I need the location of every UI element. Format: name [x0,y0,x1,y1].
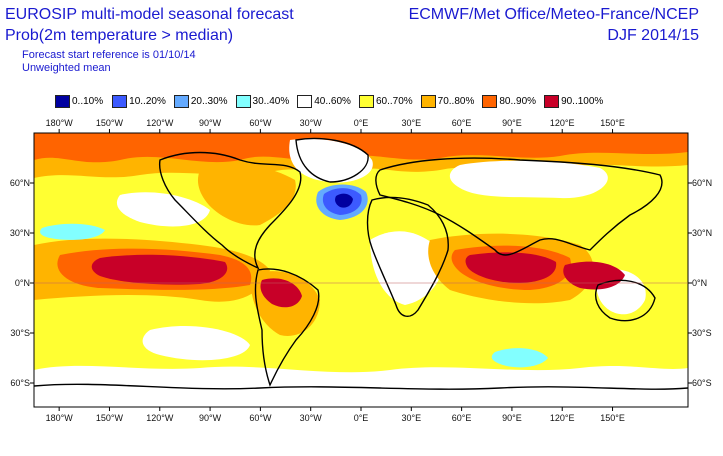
lon-label-top: 30°E [401,118,421,128]
lon-label-top: 60°E [452,118,472,128]
coast-eurasia [375,157,663,256]
map-ticks: 180°W 180°W 150°W 150°W 120°W 120°W 90°W 90°W 60… [10,118,712,423]
field-north-atlantic-0-10 [335,193,353,208]
lat-label-right: 60°N [692,178,712,188]
chart-variable: Prob(2m temperature > median) [5,27,234,44]
coast-north-america [158,151,302,270]
lon-label-bottom: 150°E [600,413,625,423]
lon-label-bottom: 120°W [146,413,174,423]
lon-label-top: 150°E [600,118,625,128]
legend-item-80-90: 80..90% [482,94,536,108]
field-amazon-90-100 [260,278,302,308]
legend-label: 90..100% [561,95,604,107]
lon-label-bottom: 90°W [199,413,222,423]
legend-label: 70..80% [437,95,475,107]
lon-label-top: 120°E [550,118,575,128]
coast-australia [594,279,656,322]
lon-label-bottom: 90°E [502,413,522,423]
legend-swatch [55,94,70,108]
field-southern-ocean-40-60 [34,365,688,407]
probability-legend: 0..10% 10..20% 20..30% 30..40% 40..60% 6… [55,94,603,108]
field-north-pacific-30-40 [40,223,105,240]
lon-label-bottom: 60°W [249,413,272,423]
lon-label-top: 90°W [199,118,222,128]
lon-label-top: 90°E [502,118,522,128]
legend-item-20-30: 20..30% [173,94,228,108]
legend-swatch [420,94,436,108]
lon-label-bottom: 180°W [46,413,74,423]
legend-item-40-60: 40..60% [297,94,351,108]
legend-swatch [235,94,251,108]
legend-label: 10..20% [129,95,166,107]
season-period: DJF 2014/15 [607,27,699,44]
lon-label-top: 0°E [354,118,369,128]
source-centres: ECMWF/Met Office/Meteo-France/NCEP [408,6,699,23]
legend-item-70-80: 70..80% [420,94,475,108]
legend-swatch [358,94,374,108]
field-north-america-70-80 [197,164,296,226]
field-arctic-80-90 [34,133,688,163]
legend-swatch [482,94,498,108]
lon-label-bottom: 60°E [452,413,472,423]
field-siberia-40-60 [449,160,608,199]
lon-label-bottom: 30°W [300,413,323,423]
legend-label: 0..10% [72,95,104,107]
legend-swatch [112,94,128,108]
lon-label-bottom: 0°E [354,413,369,423]
lon-label-bottom: 30°E [401,413,421,423]
field-north-pacific-40-60 [116,192,210,227]
legend-label: 60..70% [375,95,413,107]
coast-antarctica [34,383,688,390]
legend-item-90-100: 90..100% [544,94,603,108]
legend-swatch [544,94,560,108]
legend-label: 20..30% [190,95,228,107]
legend-label: 40..60% [314,95,351,107]
field-south-pacific-40-60 [142,325,250,361]
field-maritime-continent-90-100 [563,261,625,290]
coastlines [34,137,688,390]
lat-label-right: 0°N [692,278,707,288]
legend-item-30-40: 30..40% [235,94,290,108]
forecast-start-note: Forecast start reference is 01/10/14 [22,49,196,61]
lat-label-right: 60°S [692,378,712,388]
chart-title: EUROSIP multi-model seasonal forecast [5,6,294,23]
legend-swatch [297,94,313,108]
lon-label-top: 30°W [300,118,323,128]
legend-label: 80..90% [499,95,537,107]
legend-item-10-20: 10..20% [112,94,166,108]
lat-label-left: 0°N [15,278,30,288]
lat-label-right: 30°N [692,228,712,238]
field-southern-indian-30-40 [491,348,548,368]
legend-swatch [173,94,189,108]
coast-greenland [295,137,369,183]
legend-item-0-10: 0..10% [55,94,103,108]
legend-item-60-70: 60..70% [358,94,413,108]
lon-label-bottom: 120°E [550,413,575,423]
mean-note: Unweighted mean [22,62,111,74]
lon-label-top: 180°W [46,118,74,128]
lat-label-left: 30°S [10,328,30,338]
map-field [34,133,688,407]
lon-label-bottom: 150°W [96,413,124,423]
legend-label: 30..40% [252,95,290,107]
lat-label-left: 30°N [10,228,30,238]
lon-label-top: 120°W [146,118,174,128]
field-indian-90-100 [465,252,557,283]
lat-label-right: 30°S [692,328,712,338]
lon-label-top: 150°W [96,118,124,128]
lat-label-left: 60°N [10,178,30,188]
coast-africa [366,196,449,317]
lon-label-top: 60°W [249,118,272,128]
field-el-nino-90-100 [91,254,228,285]
lat-label-left: 60°S [10,378,30,388]
